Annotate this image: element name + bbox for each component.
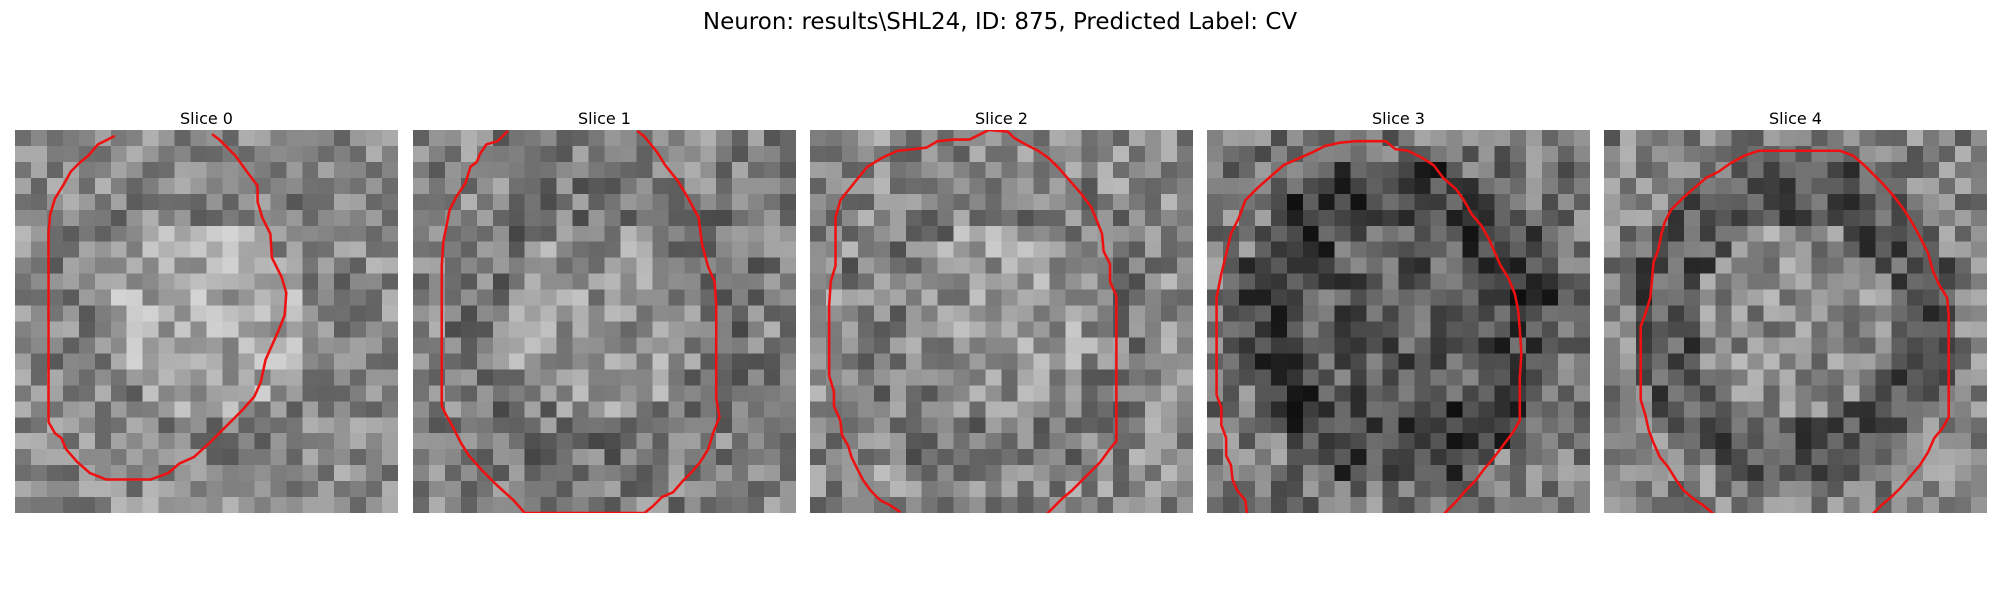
slice-title: Slice 2 (975, 109, 1028, 128)
contour-line (1639, 149, 1950, 513)
slice-panel-2: Slice 2 (810, 108, 1193, 513)
slice-image (1604, 130, 1987, 513)
pixel-grid (810, 130, 1193, 513)
slice-panel-0: Slice 0 (15, 108, 398, 513)
pixel-grid (413, 130, 796, 513)
slice-title: Slice 4 (1769, 109, 1822, 128)
slice-image (15, 130, 398, 513)
slice-panel-3: Slice 3 (1207, 108, 1590, 513)
slice-title: Slice 0 (180, 109, 233, 128)
slice-title: Slice 3 (1372, 109, 1425, 128)
pixel-grid (1207, 130, 1590, 513)
pixel-grid (1604, 130, 1987, 513)
contour-line (1215, 139, 1523, 513)
slice-image (413, 130, 796, 513)
slice-panel-4: Slice 4 (1604, 108, 1987, 513)
contour-line (827, 130, 1118, 513)
slice-title: Slice 1 (578, 109, 631, 128)
slice-panel-1: Slice 1 (413, 108, 796, 513)
pixel-grid (15, 130, 398, 513)
figure-title: Neuron: results\SHL24, ID: 875, Predicte… (702, 9, 1298, 35)
contour-line (47, 133, 288, 481)
slice-image (810, 130, 1193, 513)
contour-line (440, 130, 721, 513)
slice-image (1207, 130, 1590, 513)
